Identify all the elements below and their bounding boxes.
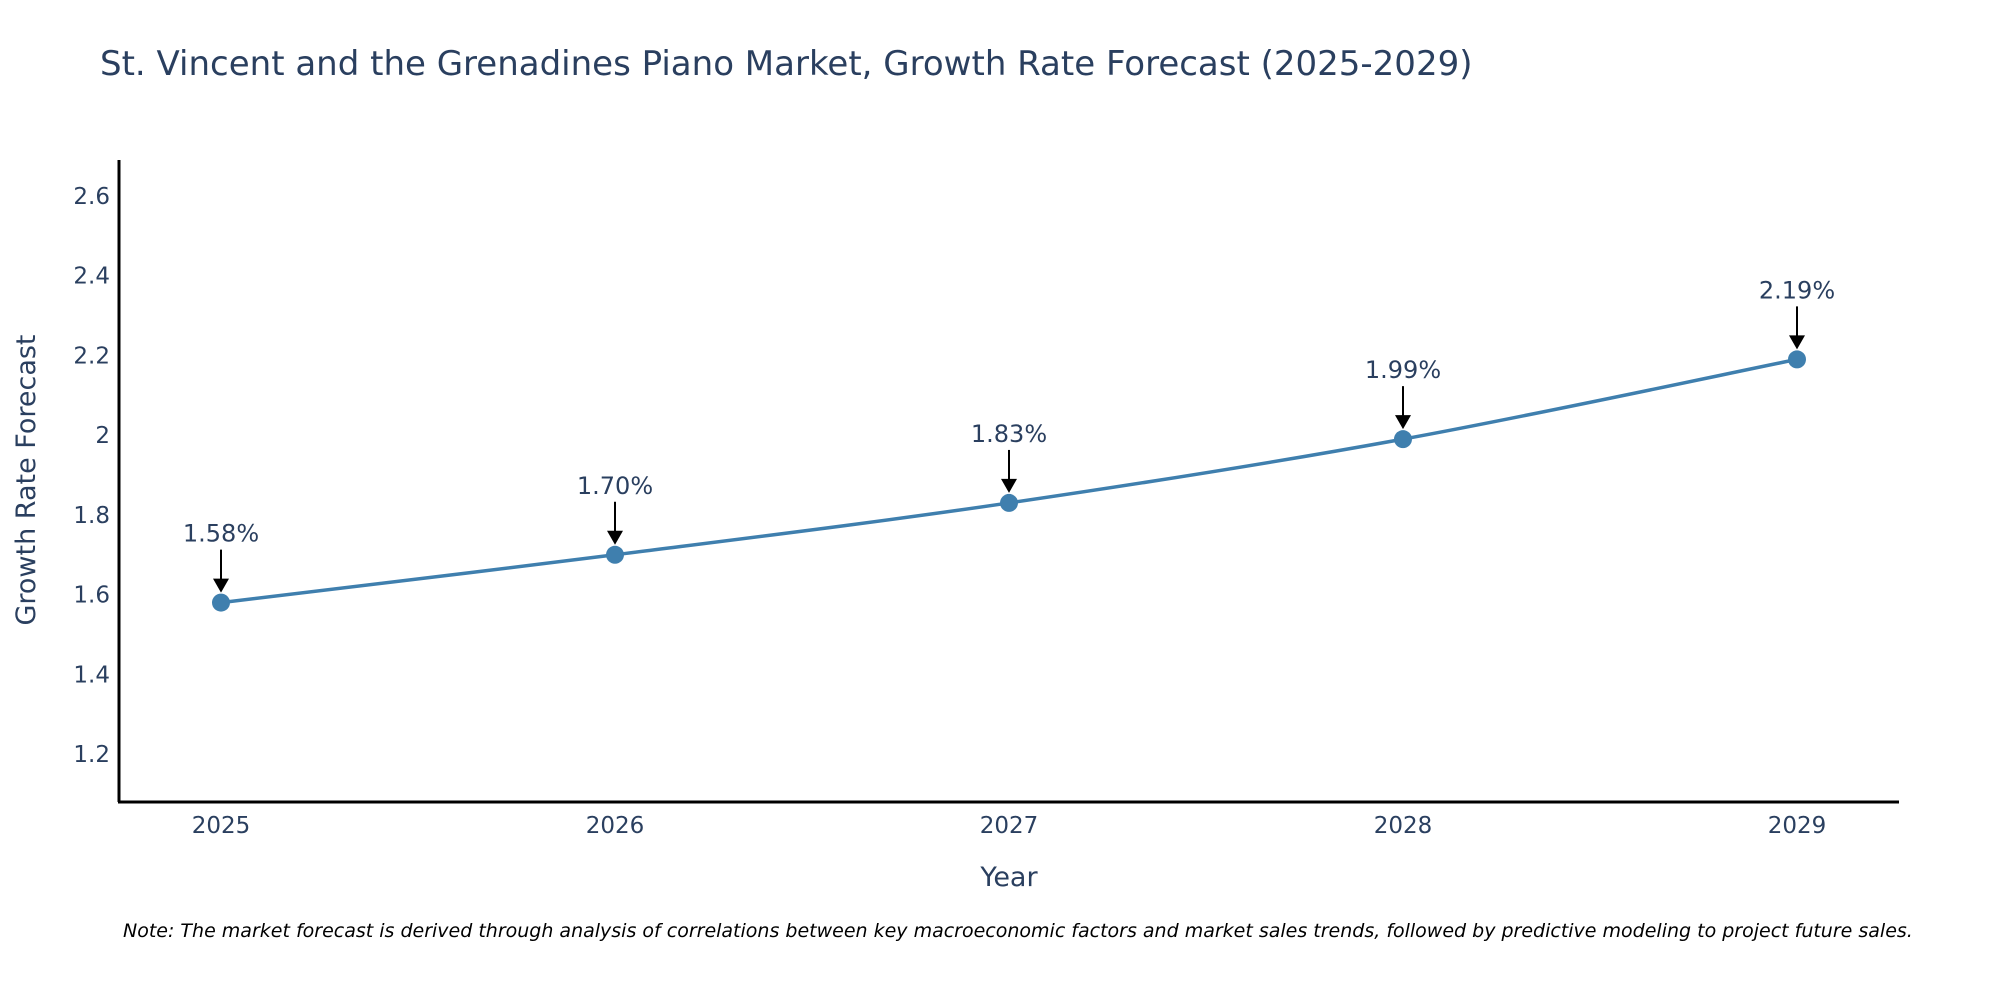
annotation-arrow-head [1789,335,1805,350]
x-tick-label: 2028 [1374,813,1433,839]
y-tick-label: 2.2 [73,343,110,369]
data-label-2029: 2.19% [1759,276,1835,304]
y-tick-label: 1.2 [73,742,110,768]
markers-group [212,350,1806,612]
data-point-2028 [1394,430,1412,449]
data-label-2028: 1.99% [1365,356,1441,384]
y-tick-label: 1.8 [73,503,110,529]
data-label-2027: 1.83% [971,420,1047,448]
x-tick-label: 2026 [586,813,645,839]
y-tick-label: 1.6 [73,583,110,609]
data-label-2026: 1.70% [577,472,653,500]
chart-title: St. Vincent and the Grenadines Piano Mar… [100,44,1473,84]
annotation-arrow-head [213,578,229,593]
axes [117,160,1899,804]
x-tick-labels: 2025 2026 2027 2028 2029 [192,813,1827,839]
data-point-2027 [1000,493,1018,512]
y-tick-label: 2.6 [73,184,110,210]
annotation-arrow-head [1001,478,1017,493]
x-tick-label: 2025 [192,813,251,839]
x-tick-label: 2027 [980,813,1039,839]
data-point-2026 [606,545,624,564]
data-label-2025: 1.58% [183,520,259,548]
x-tick-label: 2029 [1768,813,1827,839]
y-tick-labels: 1.2 1.4 1.6 1.8 2 2.2 2.4 2.6 [73,184,110,768]
x-axis-title: Year [979,862,1038,893]
y-tick-label: 2 [95,423,110,449]
data-point-2029 [1788,350,1806,369]
y-tick-label: 1.4 [73,662,110,688]
y-axis-title: Growth Rate Forecast [11,334,42,625]
footnote: Note: The market forecast is derived thr… [123,920,1913,942]
y-tick-label: 2.4 [73,264,110,290]
data-point-2025 [212,593,230,612]
annotation-arrow-head [607,530,623,545]
annotation-arrow-head [1395,415,1411,430]
annotations-group: 1.58% 1.70% 1.83% 1.99% 2.19% [183,276,1835,593]
